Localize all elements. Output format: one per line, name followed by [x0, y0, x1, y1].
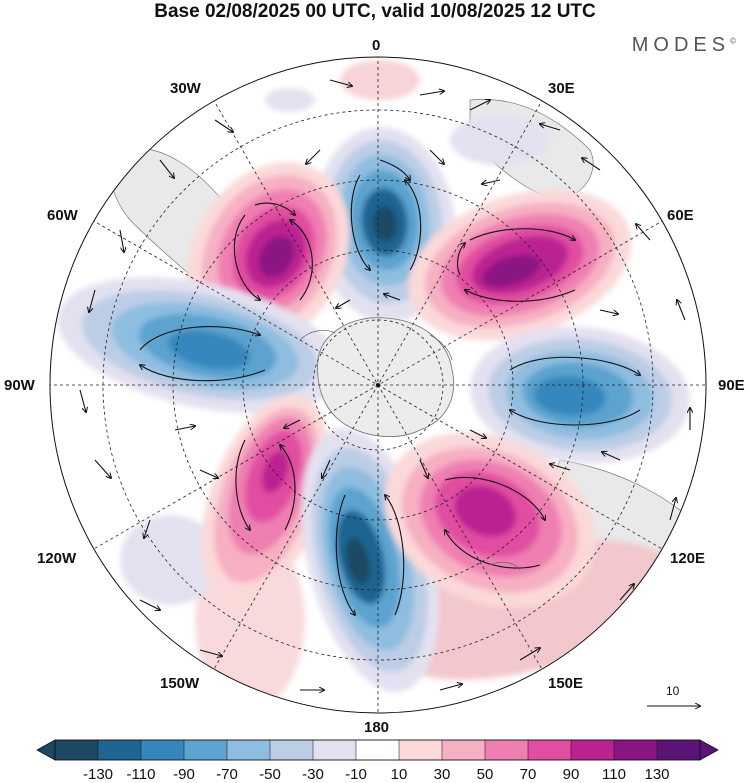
label-90w: 90W — [4, 377, 35, 394]
brand-logo: MODES© — [632, 34, 736, 57]
colorbar-cell — [484, 739, 529, 761]
brand-text: MODES — [631, 34, 731, 56]
colorbar-cell — [54, 739, 99, 761]
anomaly-field — [57, 60, 690, 710]
colorbar-label: -10 — [345, 766, 367, 783]
map-border — [49, 56, 707, 714]
reference-vector-value: 10 — [666, 684, 680, 698]
pos-center-se — [384, 432, 596, 608]
colorbar-label: 50 — [476, 766, 494, 783]
wind-vectors — [79, 79, 690, 690]
colorbar-cell — [441, 739, 486, 761]
colorbar-label: -90 — [173, 766, 195, 783]
label-60w: 60W — [47, 207, 78, 224]
pos-center-ne — [408, 189, 632, 341]
colorbar-label: 110 — [602, 766, 626, 783]
coastline-details — [299, 330, 521, 571]
colorbar-cell — [656, 739, 701, 761]
colorbar-cell — [140, 739, 185, 761]
colorbar-cell — [527, 739, 572, 761]
colorbar-cell — [398, 739, 443, 761]
colorbar-label: -110 — [126, 766, 156, 783]
colorbar-cell — [183, 739, 228, 761]
neg-lobe-faint-b — [450, 115, 550, 165]
neg-center-east — [470, 326, 690, 464]
colorbar-cap-left — [36, 739, 56, 761]
label-0: 0 — [372, 37, 381, 54]
colorbar-label: -50 — [259, 766, 281, 783]
colorbar — [36, 739, 719, 761]
chart-title: Base 02/08/2025 00 UTC, valid 10/08/2025… — [154, 1, 596, 22]
label-180: 180 — [364, 719, 390, 736]
colorbar-label: 90 — [562, 766, 580, 783]
colorbar-label: -70 — [216, 766, 238, 783]
colorbar-frame — [54, 739, 701, 761]
brand-mark: © — [730, 36, 736, 46]
label-150e: 150E — [548, 675, 584, 692]
label-150w: 150W — [160, 675, 200, 692]
colorbar-cap-right — [699, 739, 719, 761]
neg-lobe-faint-c — [265, 88, 315, 112]
label-120w: 120W — [37, 550, 77, 567]
colorbar-cell — [613, 739, 658, 761]
colorbar-cell — [97, 739, 142, 761]
pos-lobe-faint-a — [340, 60, 420, 100]
label-30w: 30W — [170, 80, 201, 97]
colorbar-cell — [226, 739, 271, 761]
label-60e: 60E — [667, 207, 694, 224]
colorbar-label: -130 — [82, 766, 114, 783]
label-30e: 30E — [548, 80, 575, 97]
latitude-circle-1 — [312, 319, 444, 451]
colorbar-label: 10 — [390, 766, 408, 783]
colorbar-cell — [312, 739, 357, 761]
colorbar-cell — [355, 739, 400, 761]
colorbar-cell — [570, 739, 615, 761]
antarctica-outline — [317, 317, 455, 437]
colorbar-cell — [269, 739, 314, 761]
latitude-circle-4 — [102, 109, 654, 661]
colorbar-label: -30 — [302, 766, 324, 783]
colorbar-label: 30 — [433, 766, 451, 783]
label-90e: 90E — [718, 377, 745, 394]
pole-marker — [376, 383, 380, 387]
colorbar-label: 70 — [519, 766, 537, 783]
colorbar-label: 130 — [644, 766, 670, 783]
label-120e: 120E — [670, 550, 706, 567]
